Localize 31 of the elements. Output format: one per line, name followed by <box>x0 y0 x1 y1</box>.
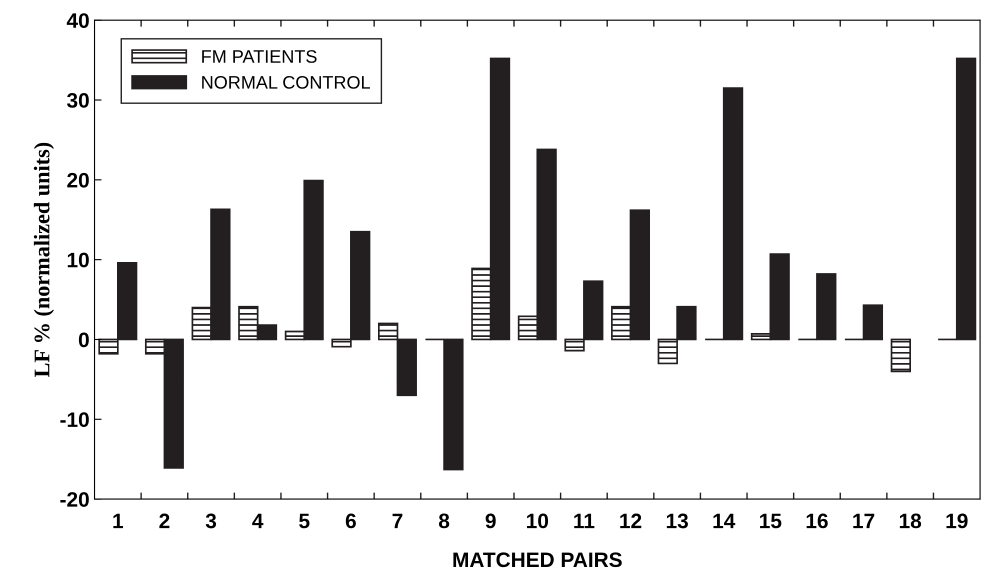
bar <box>890 338 911 372</box>
x-tick-label: 19 <box>946 514 968 528</box>
x-axis-title: MATCHED PAIRS <box>453 552 622 568</box>
y-tick-label: 30 <box>66 93 89 108</box>
y-tick-label: 40 <box>66 13 89 28</box>
x-tick-label: 1 <box>113 514 124 528</box>
y-tick-label: 20 <box>67 172 89 188</box>
x-tick-label: 18 <box>900 514 922 528</box>
x-tick-label: 16 <box>806 514 828 528</box>
x-tick-label: 9 <box>486 514 496 528</box>
x-tick-label: 11 <box>574 514 594 528</box>
legend-label: FM PATIENTS <box>202 50 317 63</box>
x-tick-label: 3 <box>206 514 216 528</box>
x-tick-label: 7 <box>392 514 402 528</box>
y-tick-label: 0 <box>78 332 89 348</box>
legend-label: NORMAL CONTROL <box>202 76 370 89</box>
x-tick-label: 12 <box>620 514 642 528</box>
y-tick-label: -20 <box>60 492 89 507</box>
x-tick-label: 13 <box>666 514 688 528</box>
y-axis-title: LF % (normalized units) <box>34 142 54 378</box>
y-tick-label: 10 <box>68 252 89 268</box>
x-tick-label: 5 <box>299 514 310 528</box>
x-tick-label: 17 <box>853 514 874 528</box>
x-tick-label: 8 <box>438 514 450 528</box>
x-tick-label: 14 <box>713 514 736 528</box>
x-tick-label: 6 <box>346 514 356 528</box>
x-tick-label: 4 <box>252 514 264 528</box>
x-tick-label: 10 <box>527 514 548 528</box>
x-tick-label: 15 <box>760 514 782 528</box>
y-tick-label: -10 <box>60 412 89 428</box>
x-tick-label: 2 <box>159 514 170 528</box>
